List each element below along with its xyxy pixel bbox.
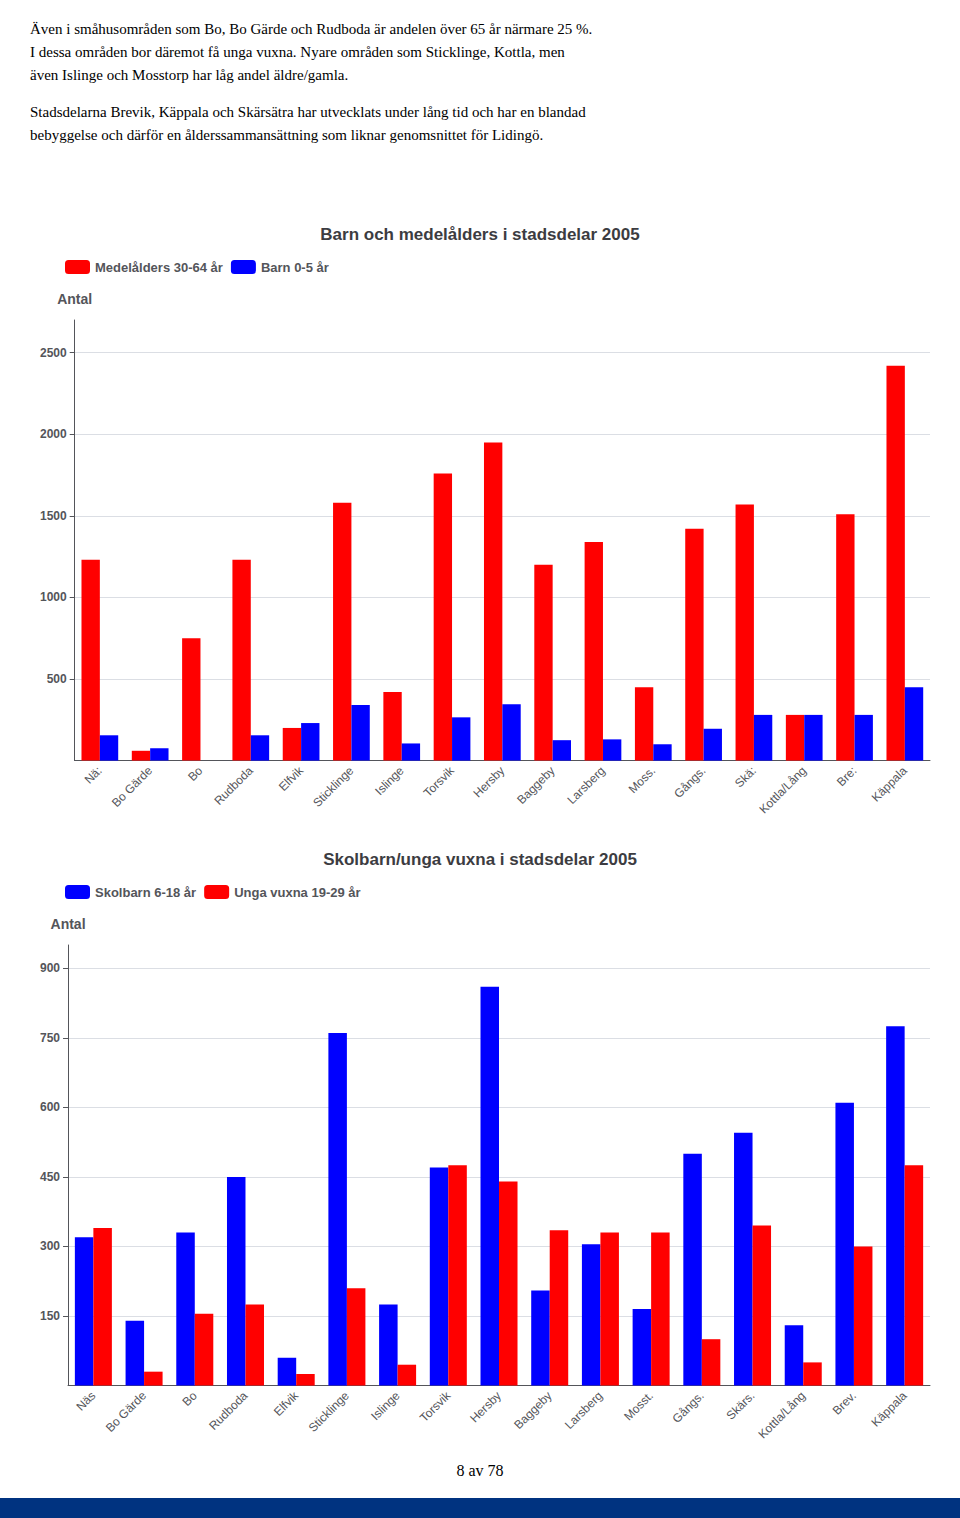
svg-text:Torsvik: Torsvik	[421, 763, 458, 800]
svg-text:Baggeby: Baggeby	[511, 1389, 554, 1432]
svg-text:Kottla/Lång: Kottla/Lång	[755, 1389, 808, 1442]
svg-text:500: 500	[47, 672, 67, 686]
svg-text:1000: 1000	[40, 590, 67, 604]
svg-text:Brev.: Brev.	[830, 1389, 859, 1418]
svg-text:Antal: Antal	[51, 916, 86, 932]
svg-text:Torsvik: Torsvik	[417, 1388, 454, 1425]
svg-text:Elfvik: Elfvik	[271, 1388, 302, 1419]
svg-text:Bo Gärde: Bo Gärde	[103, 1388, 149, 1434]
svg-text:Sticklinge: Sticklinge	[306, 1388, 352, 1434]
svg-text:Rudboda: Rudboda	[211, 763, 256, 808]
svg-text:Elfvik: Elfvik	[276, 763, 307, 794]
svg-text:300: 300	[40, 1239, 60, 1253]
svg-text:Islinge: Islinge	[372, 763, 407, 798]
svg-text:Gångs.: Gångs.	[670, 1389, 707, 1426]
svg-text:Näs: Näs	[73, 1389, 98, 1414]
svg-text:Barn 0-5 år: Barn 0-5 år	[261, 260, 329, 275]
svg-text:Islinge: Islinge	[368, 1388, 403, 1423]
svg-text:Medelålders 30-64 år: Medelålders 30-64 år	[95, 260, 223, 275]
svg-text:Kottla/Lång: Kottla/Lång	[756, 764, 809, 817]
svg-text:Bo: Bo	[179, 1388, 200, 1409]
svg-text:Nä:: Nä:	[82, 764, 105, 787]
svg-text:Larsberg: Larsberg	[562, 1389, 605, 1432]
svg-text:Bo: Bo	[185, 763, 206, 784]
svg-text:Antal: Antal	[57, 291, 92, 307]
svg-text:Unga vuxna 19-29 år: Unga vuxna 19-29 år	[234, 885, 360, 900]
svg-text:750: 750	[40, 1031, 60, 1045]
svg-text:Rudboda: Rudboda	[206, 1388, 251, 1433]
svg-text:Baggeby: Baggeby	[514, 764, 557, 807]
html-text:Även i småhusområden som Bo, B: Även i småhusområden som Bo, Bo Gärde oc…	[30, 21, 593, 37]
svg-text:Skä:: Skä:	[732, 764, 759, 791]
svg-text:Hersby: Hersby	[467, 1389, 504, 1426]
svg-text:Hersby: Hersby	[471, 764, 508, 801]
html-text:bebyggelse och därför en ålder: bebyggelse och därför en ålderssammansät…	[30, 127, 544, 143]
svg-text:150: 150	[40, 1309, 60, 1323]
svg-text:900: 900	[40, 961, 60, 975]
html-text:8 av 78: 8 av 78	[456, 1462, 504, 1479]
svg-text:Gångs.: Gångs.	[671, 764, 708, 801]
svg-text:450: 450	[40, 1170, 60, 1184]
svg-text:Mosst.: Mosst.	[621, 1389, 656, 1424]
svg-text:2500: 2500	[40, 346, 67, 360]
svg-text:2000: 2000	[40, 427, 67, 441]
html-text:även Islinge och Mosstorp har: även Islinge och Mosstorp har låg andel …	[30, 67, 349, 83]
svg-text:Bre:: Bre:	[834, 764, 859, 789]
svg-text:Barn och medelålders i stadsde: Barn och medelålders i stadsdelar 2005	[320, 225, 639, 244]
svg-text:600: 600	[40, 1100, 60, 1114]
svg-text:Sticklinge: Sticklinge	[310, 763, 356, 809]
svg-text:Skolbarn 6-18 år: Skolbarn 6-18 år	[95, 885, 196, 900]
svg-text:1500: 1500	[40, 509, 67, 523]
html-text:Stadsdelarna Brevik, Käppala o: Stadsdelarna Brevik, Käppala och Skärsät…	[30, 104, 586, 120]
svg-text:Bo Gärde: Bo Gärde	[109, 763, 155, 809]
svg-text:Skolbarn/unga vuxna i stadsdel: Skolbarn/unga vuxna i stadsdelar 2005	[323, 850, 637, 869]
svg-text:Käppala: Käppala	[869, 1388, 910, 1429]
svg-text:Skärs.: Skärs.	[724, 1389, 758, 1423]
svg-text:Larsberg: Larsberg	[565, 764, 608, 807]
svg-text:Käppala: Käppala	[869, 763, 910, 804]
html-text:I dessa områden bor däremot få: I dessa områden bor däremot få unga vuxn…	[30, 44, 565, 60]
svg-text:Moss.: Moss.	[626, 764, 659, 797]
